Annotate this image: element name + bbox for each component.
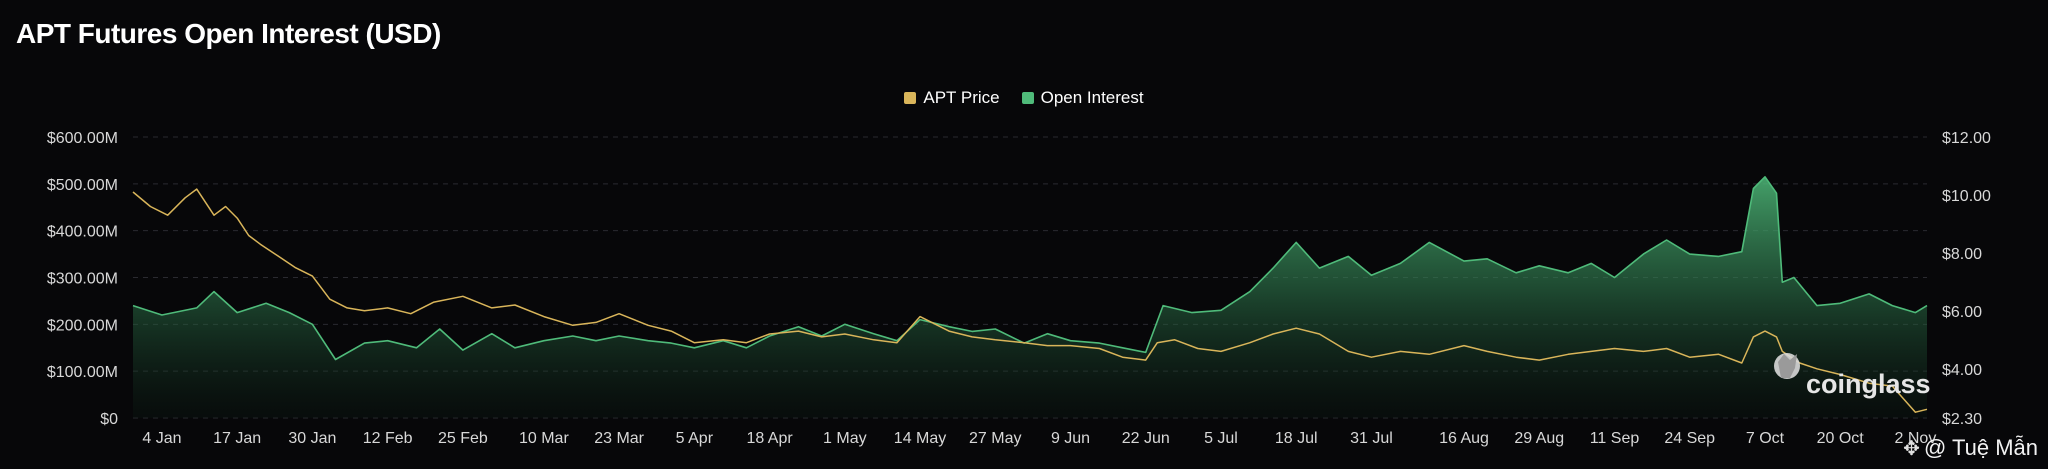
x-axis-tick-label: 12 Feb — [363, 430, 413, 447]
x-axis-tick-label: 5 Jul — [1204, 430, 1238, 447]
x-axis-tick-label: 1 May — [823, 430, 867, 447]
x-axis-tick-label: 31 Jul — [1350, 430, 1393, 447]
legend-label-open-interest: Open Interest — [1040, 88, 1144, 107]
left-y-axis: $0 $100.00M $200.00M $300.00M $400.00M $500.0… — [47, 130, 118, 428]
legend-swatch-apt-price — [904, 92, 917, 104]
plot-area — [132, 176, 1928, 418]
left-axis-tick-label: $0 — [100, 411, 118, 428]
right-axis-tick-label: $6.00 — [1942, 304, 1982, 321]
author-credit: ✥ @ Tuệ Mẫn — [1903, 435, 2038, 461]
apt-price-line — [132, 188, 1928, 413]
credit-text: @ Tuệ Mẫn — [1923, 435, 2038, 460]
x-axis-tick-label: 11 Sep — [1590, 430, 1640, 447]
left-axis-tick-label: $600.00M — [47, 130, 118, 147]
x-axis-tick-label: 14 May — [894, 430, 946, 447]
left-axis-tick-label: $300.00M — [47, 271, 118, 288]
legend-label-apt-price: APT Price — [923, 88, 1000, 107]
x-axis-tick-label: 20 Oct — [1817, 430, 1865, 447]
x-axis-tick-label: 4 Jan — [142, 430, 181, 447]
x-axis: 4 Jan 17 Jan 30 Jan 12 Feb 25 Feb 10 Mar 23 Ma… — [142, 430, 1936, 447]
x-axis-tick-label: 10 Mar — [519, 430, 569, 447]
right-y-axis: $2.30 $4.00 $6.00 $8.00 $10.00 $12.00 — [1942, 130, 1991, 428]
right-axis-tick-label: $10.00 — [1942, 188, 1991, 205]
x-axis-tick-label: 29 Aug — [1514, 430, 1564, 447]
x-axis-tick-label: 24 Sep — [1664, 430, 1715, 447]
watermark-text: coinglass — [1806, 369, 1931, 399]
x-axis-tick-label: 22 Jun — [1122, 430, 1170, 447]
right-axis-tick-label: $12.00 — [1942, 130, 1991, 147]
x-axis-tick-label: 30 Jan — [288, 430, 336, 447]
x-axis-tick-label: 9 Jun — [1051, 430, 1090, 447]
handshake-icon: ✥ — [1903, 437, 1920, 460]
x-axis-tick-label: 17 Jan — [213, 430, 261, 447]
open-interest-area — [133, 176, 1927, 418]
x-axis-tick-label: 7 Oct — [1746, 430, 1785, 447]
chart-title: APT Futures Open Interest (USD) — [16, 18, 441, 49]
open-interest-line — [132, 176, 1928, 361]
left-axis-tick-label: $500.00M — [47, 177, 118, 194]
x-axis-tick-label: 2 Nov — [1895, 430, 1937, 447]
x-axis-tick-label: 25 Feb — [438, 430, 488, 447]
legend-swatch-open-interest — [1021, 92, 1034, 104]
coinglass-logo-icon — [1774, 353, 1800, 379]
x-axis-tick-label: 5 Apr — [676, 430, 714, 447]
x-axis-tick-label: 27 May — [969, 430, 1021, 447]
right-axis-tick-label: $4.00 — [1942, 362, 1982, 379]
chart-legend: APT Price Open Interest — [0, 88, 2048, 108]
left-axis-tick-label: $200.00M — [47, 317, 118, 334]
left-axis-tick-label: $100.00M — [47, 364, 118, 381]
left-axis-tick-label: $400.00M — [47, 224, 118, 241]
x-axis-tick-label: 18 Jul — [1275, 430, 1318, 447]
legend-item-open-interest[interactable]: Open Interest — [1021, 88, 1144, 108]
right-axis-tick-label: $8.00 — [1942, 246, 1982, 263]
x-axis-tick-label: 23 Mar — [594, 430, 644, 447]
coinglass-watermark: coinglass — [1774, 353, 1931, 399]
legend-item-apt-price[interactable]: APT Price — [904, 88, 1000, 108]
x-axis-tick-label: 16 Aug — [1439, 430, 1489, 447]
x-axis-tick-label: 18 Apr — [746, 430, 793, 447]
right-axis-tick-label: $2.30 — [1942, 411, 1982, 428]
